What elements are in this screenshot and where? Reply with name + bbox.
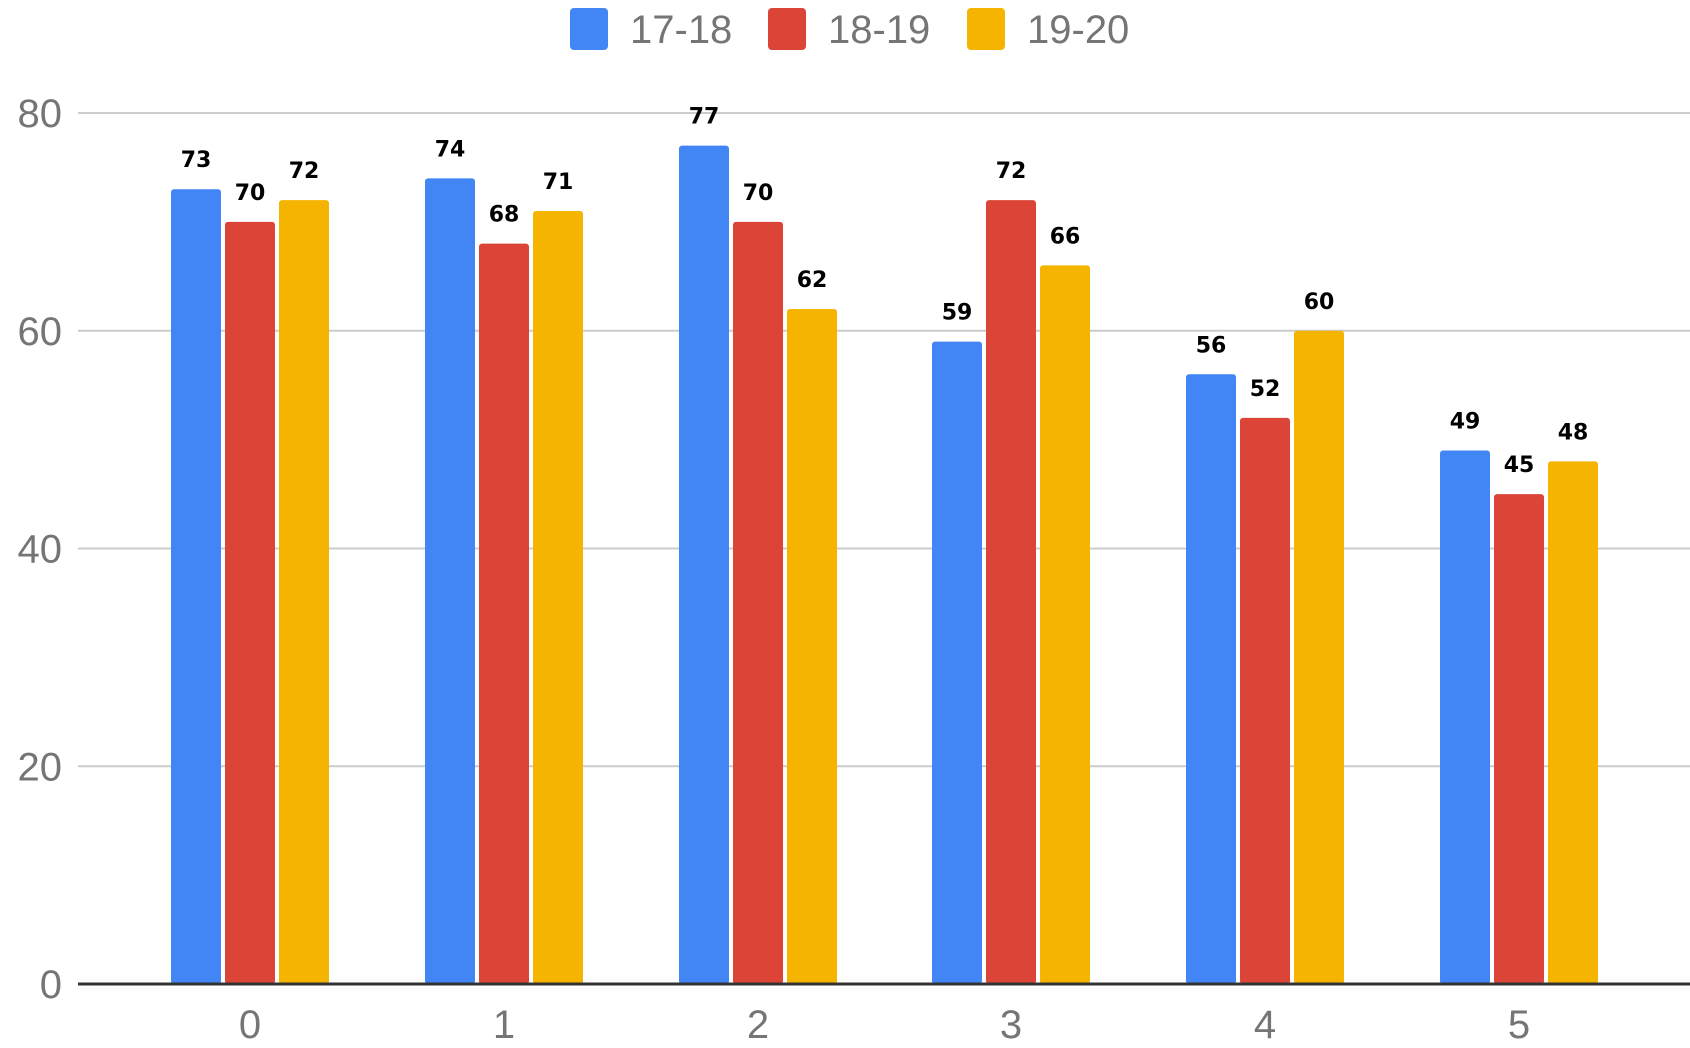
gridlines — [78, 112, 1690, 768]
x-tick-label-1: 1 — [493, 1003, 515, 1047]
data-label-18-19-5: 45 — [1504, 453, 1535, 478]
data-label-18-19-3: 72 — [996, 159, 1027, 184]
bar-17-18-4 — [1186, 374, 1236, 984]
bar-17-18-2 — [679, 145, 729, 985]
x-tick-label-2: 2 — [747, 1003, 769, 1047]
y-tick-label-60: 60 — [18, 310, 63, 354]
data-label-17-18-0: 73 — [181, 148, 212, 173]
bar-17-18-5 — [1440, 450, 1490, 984]
bar-17-18-0 — [171, 189, 221, 984]
data-label-19-20-1: 71 — [543, 170, 574, 195]
data-label-18-19-1: 68 — [489, 203, 520, 228]
data-label-19-20-0: 72 — [289, 159, 320, 184]
bar-19-20-1 — [533, 210, 583, 985]
legend-label-19-20: 19-20 — [1027, 8, 1129, 52]
bar-19-20-4 — [1294, 330, 1344, 984]
bar-19-20-0 — [279, 200, 329, 985]
bar-18-19-2 — [733, 221, 783, 984]
bar-18-19-1 — [479, 243, 529, 984]
data-label-19-20-3: 66 — [1050, 224, 1081, 249]
data-label-17-18-2: 77 — [689, 105, 720, 130]
data-label-19-20-4: 60 — [1304, 290, 1335, 315]
bar-19-20-3 — [1040, 265, 1090, 984]
x-axis-ticks: 0 1 2 3 4 5 — [239, 1003, 1530, 1047]
x-tick-label-5: 5 — [1508, 1003, 1530, 1047]
bar-18-19-5 — [1494, 494, 1544, 984]
y-tick-label-20: 20 — [18, 745, 63, 789]
bar-19-20-2 — [787, 308, 837, 985]
x-tick-label-3: 3 — [1000, 1003, 1022, 1047]
x-tick-label-4: 4 — [1254, 1003, 1276, 1047]
data-label-17-18-1: 74 — [435, 137, 466, 162]
y-axis-ticks: 0 20 40 60 80 — [18, 92, 63, 1007]
bar-18-19-0 — [225, 221, 275, 984]
data-label-19-20-2: 62 — [797, 268, 828, 293]
bar-18-19-4 — [1240, 417, 1290, 985]
data-label-17-18-3: 59 — [942, 301, 973, 326]
y-tick-label-80: 80 — [18, 92, 63, 136]
bar-17-18-1 — [425, 178, 475, 984]
y-tick-label-0: 0 — [40, 963, 62, 1007]
data-label-19-20-5: 48 — [1558, 420, 1589, 445]
data-label-17-18-5: 49 — [1450, 410, 1481, 435]
bar-17-18-3 — [932, 341, 982, 984]
legend-swatch-19-20 — [967, 8, 1005, 50]
bar-19-20-5 — [1548, 461, 1598, 984]
legend-label-17-18: 17-18 — [630, 8, 732, 52]
data-label-18-19-4: 52 — [1250, 377, 1281, 402]
data-label-18-19-2: 70 — [743, 181, 774, 206]
y-tick-label-40: 40 — [18, 528, 63, 572]
chart-legend: 17-18 18-19 19-20 — [570, 8, 1129, 52]
legend-swatch-17-18 — [570, 8, 608, 50]
data-label-17-18-4: 56 — [1196, 333, 1227, 358]
data-labels: 73 70 72 74 68 71 77 70 62 59 72 66 56 52 60 49 45 48 — [181, 105, 1589, 478]
bar-18-19-3 — [986, 200, 1036, 985]
legend-swatch-18-19 — [768, 8, 806, 50]
data-label-18-19-0: 70 — [235, 181, 266, 206]
legend-label-18-19: 18-19 — [828, 8, 930, 52]
bars — [171, 145, 1598, 985]
x-tick-label-0: 0 — [239, 1003, 261, 1047]
